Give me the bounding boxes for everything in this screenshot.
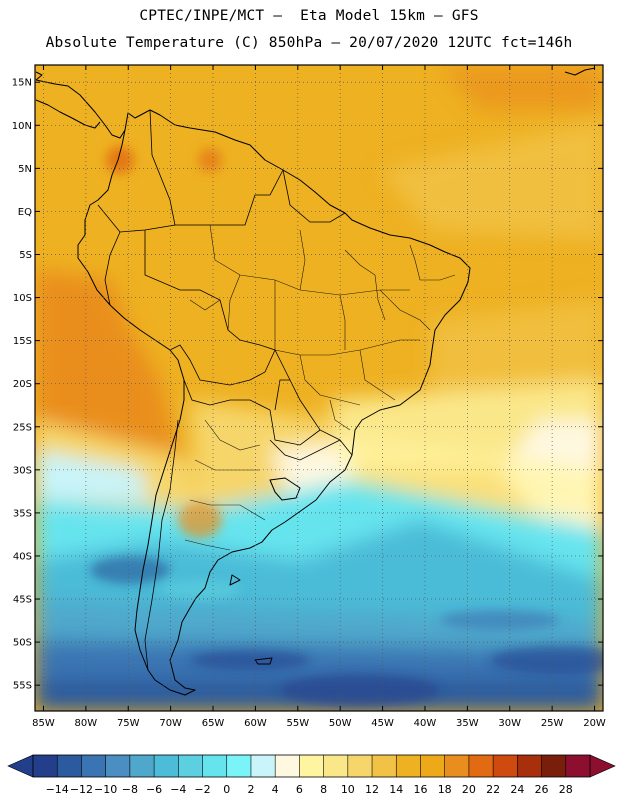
lon-label: 80W bbox=[75, 718, 98, 729]
colorbar-label: 14 bbox=[389, 783, 403, 796]
colorbar-label: 28 bbox=[559, 783, 573, 796]
colorbar-label: −12 bbox=[70, 783, 93, 796]
lon-label: 65W bbox=[202, 718, 225, 729]
lat-label: 25S bbox=[13, 422, 32, 433]
colorbar-right-arrow bbox=[589, 754, 616, 778]
map-subtitle: Absolute Temperature (C) 850hPa – 20/07/… bbox=[45, 35, 573, 51]
colorbar-label: 20 bbox=[462, 783, 476, 796]
lon-label: 30W bbox=[498, 718, 521, 729]
colorbar-swatch bbox=[372, 755, 397, 777]
lon-label: 85W bbox=[32, 718, 55, 729]
colorbar-swatch bbox=[250, 755, 276, 777]
colorbar-swatch bbox=[420, 755, 446, 777]
colorbar-label: 0 bbox=[223, 783, 230, 796]
lon-label: 25W bbox=[541, 718, 564, 729]
colorbar-label: 6 bbox=[296, 783, 303, 796]
colorbar-label: 10 bbox=[341, 783, 355, 796]
lon-label: 45W bbox=[371, 718, 394, 729]
map-frame bbox=[34, 64, 604, 712]
lon-label: 20W bbox=[583, 718, 606, 729]
lat-label: 40S bbox=[13, 551, 32, 562]
colorbar-swatch bbox=[81, 755, 107, 777]
lon-label: 40W bbox=[414, 718, 437, 729]
latitude-labels: 15N 10N 5N EQ 5S 10S 15S 20S 25S 30S 35S 40S 45S 50S 5… bbox=[12, 78, 32, 692]
colorbar-frame bbox=[32, 754, 591, 778]
lon-label: 60W bbox=[244, 718, 267, 729]
colorbar-label: −14 bbox=[46, 783, 69, 796]
colorbar-swatch bbox=[565, 755, 591, 777]
colorbar-swatch bbox=[493, 755, 518, 777]
lat-label: 30S bbox=[13, 465, 32, 476]
lon-label: 55W bbox=[286, 718, 309, 729]
longitude-labels: 85W 80W 75W 70W 65W 60W 55W 50W 45W 40W 35W 30W 25W 2… bbox=[32, 718, 606, 729]
colorbar-swatch bbox=[275, 755, 300, 777]
colorbar-left-arrow bbox=[7, 754, 34, 778]
lon-label: 50W bbox=[329, 718, 352, 729]
map-title: CPTEC/INPE/MCT – Eta Model 15km – GFS bbox=[139, 8, 479, 24]
colorbar-swatch bbox=[57, 755, 82, 777]
lat-label: 20S bbox=[13, 379, 32, 390]
lat-label: 15N bbox=[12, 78, 32, 89]
lat-label: 5N bbox=[18, 164, 32, 175]
colorbar-swatch bbox=[517, 755, 542, 777]
colorbar-swatch bbox=[396, 755, 421, 777]
lat-label: 45S bbox=[13, 595, 32, 606]
temperature-field bbox=[35, 65, 603, 711]
colorbar-label: 8 bbox=[320, 783, 327, 796]
lat-label: 10N bbox=[12, 121, 32, 132]
colorbar-label: 2 bbox=[247, 783, 254, 796]
colorbar bbox=[7, 754, 616, 778]
colorbar-labels: −14 −12 −10 −8 −6 −4 −2 0 2 4 6 8 10 12 14 16 18 20 22 24 26… bbox=[46, 783, 573, 796]
colorbar-swatch bbox=[105, 755, 131, 777]
colorbar-swatch bbox=[541, 755, 567, 777]
colorbar-label: −2 bbox=[194, 783, 210, 796]
colorbar-label: 4 bbox=[272, 783, 279, 796]
lon-label: 70W bbox=[159, 718, 182, 729]
colorbar-swatch bbox=[347, 755, 373, 777]
colorbar-label: −4 bbox=[170, 783, 186, 796]
coastline bbox=[35, 67, 596, 696]
lat-label: 15S bbox=[13, 336, 32, 347]
lat-label: 55S bbox=[13, 681, 32, 692]
lat-lon-grid bbox=[35, 65, 603, 711]
colorbar-label: −10 bbox=[94, 783, 117, 796]
colorbar-swatch bbox=[468, 755, 494, 777]
lon-label: 35W bbox=[456, 718, 479, 729]
lat-label: 50S bbox=[13, 638, 32, 649]
colorbar-label: 18 bbox=[438, 783, 452, 796]
colorbar-swatch bbox=[444, 755, 470, 777]
colorbar-label: 24 bbox=[510, 783, 524, 796]
country-borders bbox=[97, 109, 353, 671]
colorbar-label: 26 bbox=[535, 783, 549, 796]
colorbar-swatch bbox=[299, 755, 325, 777]
colorbar-swatch bbox=[129, 755, 155, 777]
colorbar-label: 22 bbox=[486, 783, 500, 796]
colorbar-swatch bbox=[178, 755, 203, 777]
colorbar-swatch bbox=[226, 755, 252, 777]
colorbar-swatch bbox=[323, 755, 349, 777]
colorbar-label: 16 bbox=[413, 783, 427, 796]
colorbar-label: −8 bbox=[122, 783, 138, 796]
colorbar-swatch bbox=[33, 755, 58, 777]
colorbar-label: 12 bbox=[365, 783, 379, 796]
state-borders bbox=[184, 224, 456, 551]
colorbar-swatch bbox=[202, 755, 228, 777]
lat-label: EQ bbox=[18, 207, 32, 218]
axis-ticks bbox=[35, 65, 603, 711]
lon-label: 75W bbox=[117, 718, 140, 729]
lat-label: 10S bbox=[13, 293, 32, 304]
lat-label: 35S bbox=[13, 508, 32, 519]
colorbar-swatch bbox=[154, 755, 179, 777]
colorbar-label: −6 bbox=[146, 783, 162, 796]
lat-label: 5S bbox=[19, 250, 32, 261]
